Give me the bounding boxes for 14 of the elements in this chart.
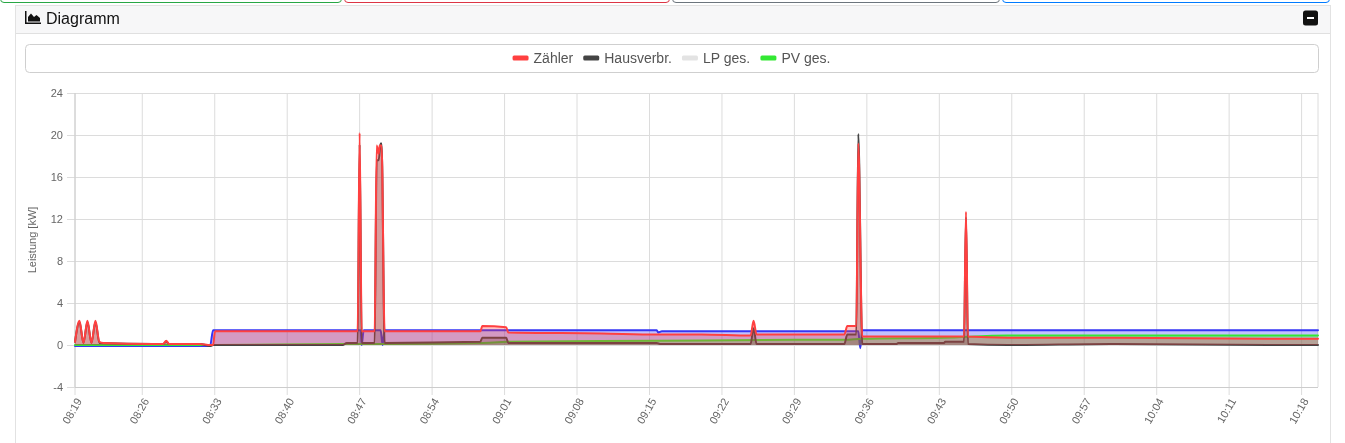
y-tick-label: 4 <box>56 296 63 309</box>
y-tick-label: 16 <box>50 170 63 183</box>
chart-title: Diagramm <box>46 9 120 27</box>
y-tick-label: 20 <box>50 128 63 141</box>
y-tick-label: 0 <box>56 338 63 351</box>
y-tick-label: 8 <box>56 254 63 267</box>
y-axis-title: Leistung [kW] <box>26 206 38 274</box>
legend-label: LP ges. <box>702 49 751 66</box>
y-tick-label: -4 <box>53 380 63 393</box>
y-tick-label: 24 <box>50 86 63 99</box>
legend-label: Hausverbr. <box>604 49 672 66</box>
y-tick-label: 12 <box>50 212 63 225</box>
legend-label: Zähler <box>533 49 574 66</box>
legend-label: PV ges. <box>781 49 831 66</box>
